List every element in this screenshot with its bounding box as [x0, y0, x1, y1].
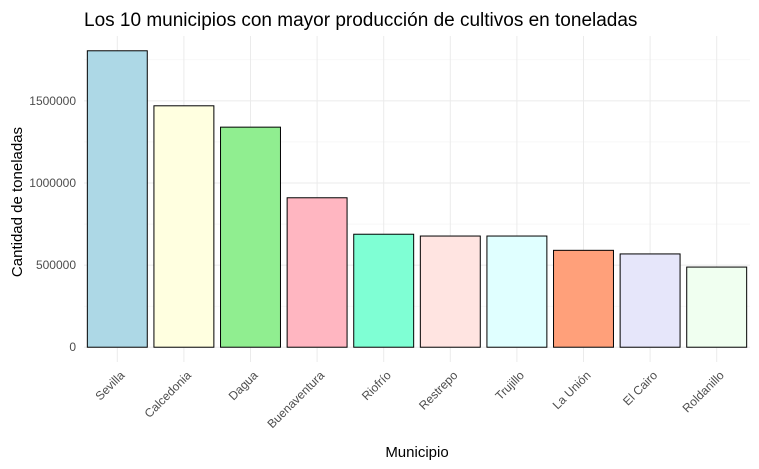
- x-axis-title: Municipio: [385, 444, 448, 461]
- bar: [419, 235, 481, 348]
- x-tick-label: Buenaventura: [264, 368, 327, 431]
- x-tick-label: Calcedonia: [142, 368, 195, 421]
- y-axis-title: Cantidad de toneladas: [9, 127, 26, 277]
- x-tick-label: El Cairo: [620, 368, 660, 408]
- bar: [486, 235, 548, 348]
- x-tick-label: Trujillo: [492, 368, 527, 403]
- x-tick-label: Riofrío: [359, 368, 394, 403]
- bar: [220, 126, 281, 348]
- y-tick-label: 500000: [36, 258, 76, 272]
- bar: [619, 253, 681, 348]
- x-tick-label: Roldanillo: [680, 368, 727, 415]
- x-tick-label: La Unión: [550, 368, 594, 412]
- bars: [86, 50, 748, 348]
- y-tick-label: 1500000: [29, 94, 76, 108]
- bar: [86, 50, 148, 348]
- x-tick-label: Dagua: [226, 368, 261, 403]
- y-tick-label: 1000000: [29, 176, 76, 190]
- x-tick-label: Restrepo: [416, 368, 461, 413]
- x-tick-label: Sevilla: [93, 368, 128, 403]
- bar: [686, 266, 748, 348]
- x-axis-ticks: Sevilla Calcedonia Dagua Buenaventura Riofrí…: [93, 368, 728, 431]
- y-axis-ticks: 0 500000 1000000 1500000: [29, 94, 76, 354]
- bar: [286, 197, 348, 348]
- bar: [553, 249, 614, 348]
- bar: [353, 233, 415, 348]
- y-tick-label: 0: [69, 340, 76, 354]
- chart-title: Los 10 municipios con mayor producción d…: [84, 10, 637, 31]
- bar: [153, 105, 215, 348]
